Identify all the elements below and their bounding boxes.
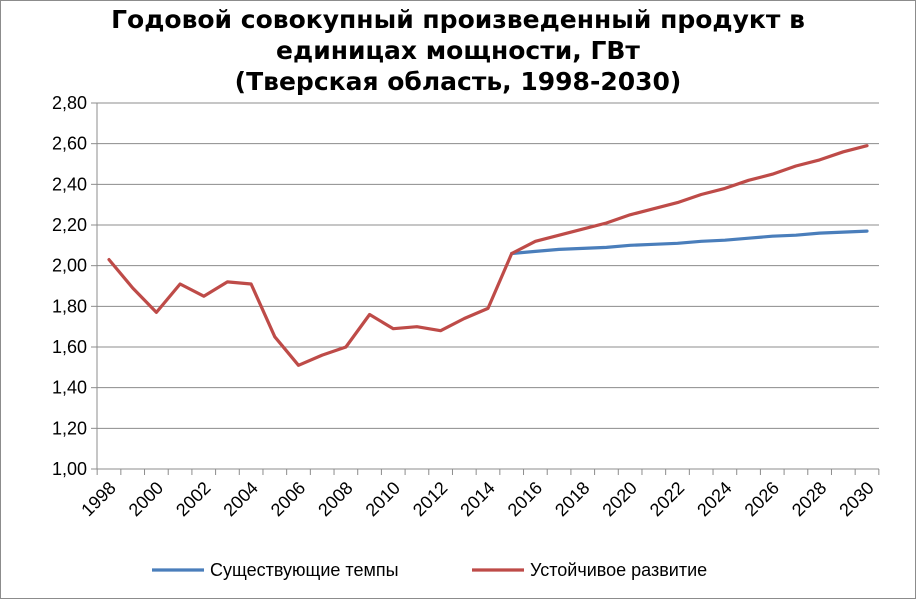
legend: Существующие темпы Устойчивое развитие: [152, 560, 707, 580]
x-tick-label: 2020: [598, 478, 640, 520]
x-axis-tick-labels: 1998 2000 2002 2004 2006 2008 2010 2012 2014 2016…: [77, 478, 877, 520]
y-tick-label: 2,80: [52, 93, 87, 113]
y-tick-label: 1,40: [52, 378, 87, 398]
series-lines: [107, 144, 869, 367]
x-tick-label: 2030: [835, 478, 877, 520]
y-tick-label: 1,20: [52, 418, 87, 438]
x-tick-label: 1998: [77, 478, 119, 520]
x-tick-label: 2024: [693, 478, 735, 520]
y-tick-label: 2,60: [52, 134, 87, 154]
series-line-2: [107, 144, 869, 367]
chart-title-line-3: (Тверская область, 1998-2030): [234, 67, 682, 96]
y-tick-label: 1,00: [52, 459, 87, 479]
y-tick-label: 2,00: [52, 256, 87, 276]
x-tick-label: 2028: [788, 478, 830, 520]
x-tick-label: 2000: [125, 478, 167, 520]
legend-label-1: Существующие темпы: [210, 560, 399, 580]
chart-title-line-2: единицах мощности, ГВт: [276, 36, 640, 65]
y-axis-tick-labels: 1,00 1,20 1,40 1,60 1,80 2,00 2,20 2,40 2,60 2,80: [52, 93, 87, 479]
chart-title: Годовой совокупный произведенный продукт…: [0, 4, 916, 97]
x-tick-label: 2002: [172, 478, 214, 520]
x-tick-label: 2008: [314, 478, 356, 520]
legend-label-2: Устойчивое развитие: [530, 560, 707, 580]
x-tick-label: 2022: [646, 478, 688, 520]
x-tick-label: 2018: [551, 478, 593, 520]
x-tick-label: 2012: [409, 478, 451, 520]
y-tick-label: 1,80: [52, 296, 87, 316]
y-tick-label: 2,40: [52, 174, 87, 194]
x-tick-label: 2006: [267, 478, 309, 520]
x-tick-label: 2010: [362, 478, 404, 520]
x-tick-label: 2026: [741, 478, 783, 520]
series-line-1: [510, 229, 869, 256]
y-tick-label: 1,60: [52, 337, 87, 357]
x-tick-label: 2014: [456, 478, 498, 520]
grid-lines: [97, 102, 879, 429]
y-tick-label: 2,20: [52, 215, 87, 235]
x-tick-label: 2004: [219, 478, 261, 520]
chart-title-line-1: Годовой совокупный произведенный продукт…: [111, 5, 805, 34]
axes: [91, 102, 880, 475]
x-tick-label: 2016: [504, 478, 546, 520]
